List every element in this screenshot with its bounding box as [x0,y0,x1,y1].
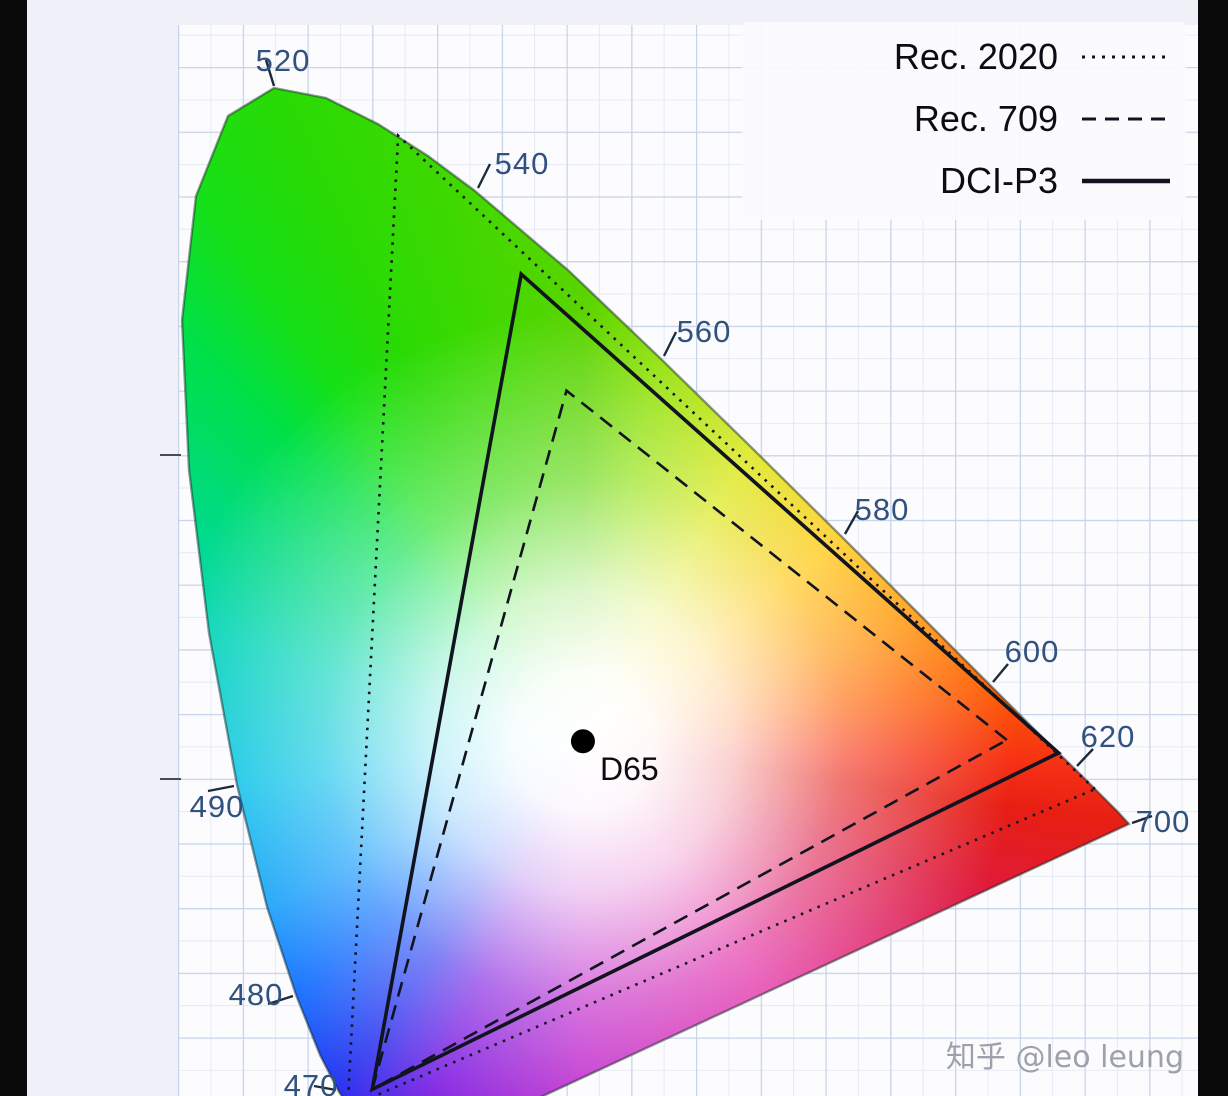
rec709-triangle [370,388,1010,1092]
legend-line-sample-dashed [1082,117,1170,121]
wavelength-label-490: 490 [189,789,245,824]
tick-600 [992,663,1009,683]
legend-label-rec2020: Rec. 2020 [893,36,1058,77]
tick-620 [1076,748,1094,767]
legend-label-rec709: Rec. 709 [913,98,1058,139]
wavelength-label-540: 540 [494,146,550,181]
legend-item-dcip3: DCI-P3 [752,156,1172,206]
left-black-bar [0,0,27,1096]
wavelength-label-480: 480 [228,977,284,1012]
tick-520 [264,59,276,87]
watermark: 知乎 @leo leung [945,1040,1184,1075]
wavelength-label-470: 470 [283,1068,339,1096]
wavelength-label-600: 600 [1004,634,1060,669]
tick-490 [207,784,235,793]
tick-540 [476,163,492,189]
wavelength-label-580: 580 [854,492,910,527]
tick-560 [662,331,678,357]
wavelength-label-520: 520 [255,43,311,78]
wavelength-tick-marks [207,59,1153,1092]
wavelength-label-560: 560 [676,314,732,349]
legend-line-sample-dotted [1082,55,1170,59]
tick-580 [843,510,860,535]
wavelength-label-620: 620 [1080,719,1136,754]
wavelength-label-700: 700 [1135,804,1191,839]
legend: Rec. 2020 Rec. 709 DCI-P3 [742,22,1186,220]
rec2020-triangle [346,132,1098,1096]
d65-dot [570,729,595,754]
legend-line-sample-solid [1082,178,1170,184]
right-black-bar [1198,0,1228,1096]
d65-label: D65 [600,751,659,787]
tick-480 [267,994,294,1006]
legend-item-rec2020: Rec. 2020 [752,32,1172,82]
legend-label-dcip3: DCI-P3 [939,160,1058,201]
dcip3-triangle [369,270,1062,1093]
spectral-locus-outline [180,86,1131,1096]
legend-item-rec709: Rec. 709 [752,94,1172,144]
tick-470 [313,1084,337,1092]
tick-700 [1131,814,1153,825]
